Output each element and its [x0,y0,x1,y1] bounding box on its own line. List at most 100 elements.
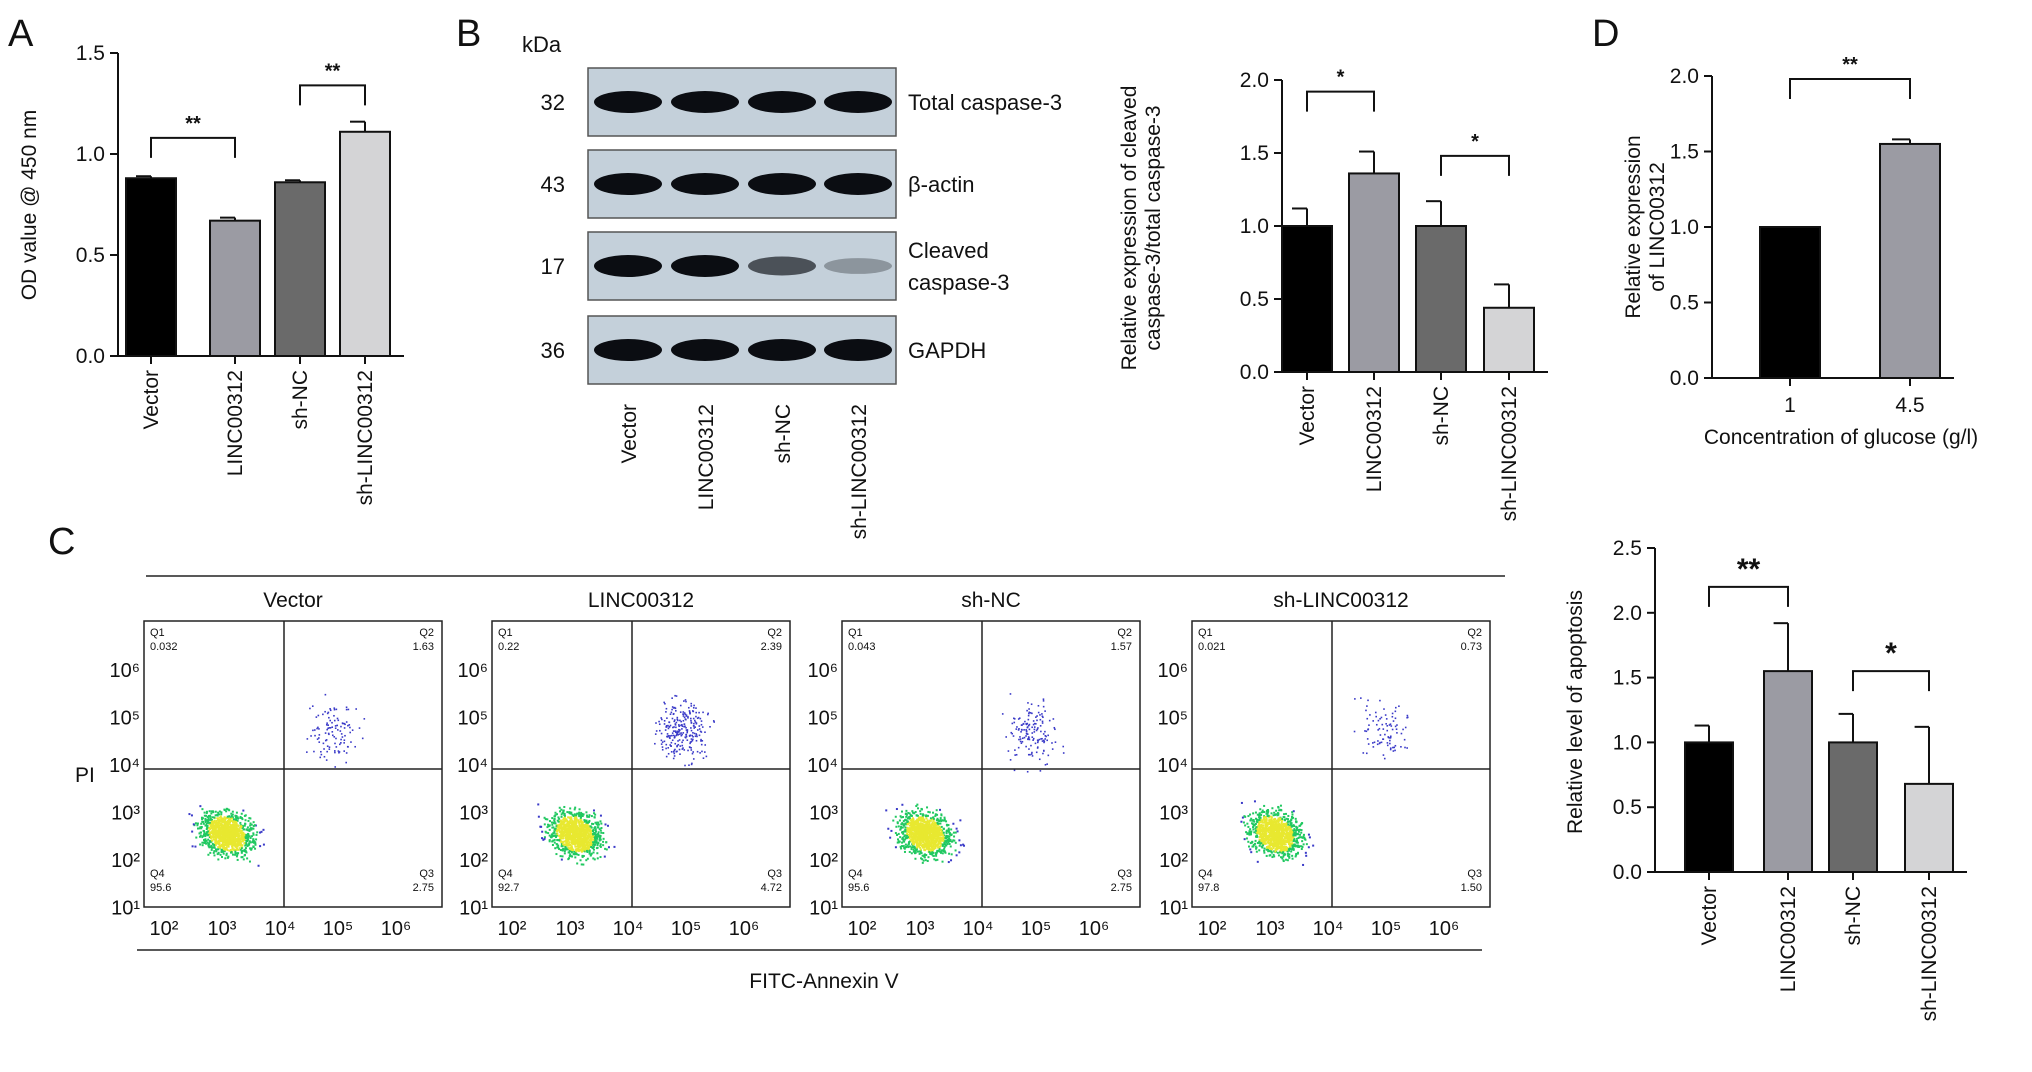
flow-dot [596,852,599,855]
flow-dot [334,766,337,768]
flow-dot [1240,801,1243,804]
flow-dot [587,829,590,832]
flow-dot [252,824,255,827]
flow-dot [938,827,941,830]
flow-dot [595,833,598,836]
flow-dot [232,826,235,829]
chart-d-ylabel: Relative expression [1622,135,1645,318]
flow-dot [604,823,607,826]
flow-dot [1033,722,1036,725]
flow-dot [692,738,694,741]
flow-dot [557,816,560,819]
flow-dot [345,708,348,711]
flow-dot [220,838,223,841]
flow-dot [1258,841,1261,844]
flow-dot [562,828,565,831]
flow-dot [919,812,922,815]
flow-dot [916,829,919,832]
flow-dot [571,822,574,825]
blot-lane-label: LINC00312 [695,404,718,510]
flow-dot [311,705,314,707]
flow-dot [340,733,343,735]
flow-dot [346,745,349,748]
flow-dot [923,831,926,834]
flow-dot [553,841,556,844]
flow-dot [248,843,251,846]
flow-dot [1281,823,1284,826]
flow-dot [224,823,227,826]
flow-dot [334,727,337,730]
blot-kda-value: 43 [541,172,565,197]
flow-dot [563,819,566,822]
flow-dot [226,835,229,838]
flow-dot [341,736,344,738]
flow-dot [910,826,913,829]
flow-dot [910,818,913,821]
flow-dot [894,846,897,849]
flow-dot [1282,839,1285,842]
flow-dot [228,834,231,837]
flow-quadrant-value: 95.6 [150,882,171,894]
flow-dot [576,843,579,846]
flow-dot [691,734,694,737]
flow-dot [1271,807,1274,810]
flow-dot [208,810,211,813]
flow-dot [574,806,577,809]
flow-dot [918,830,921,833]
flow-dot [661,748,664,751]
flow-dot [673,719,676,721]
flow-dot [686,730,689,733]
chart-b-ytick-label: 0.5 [1240,288,1269,311]
flow-plot-frame [841,620,1141,908]
flow-dot [553,831,556,834]
flow-dot [223,826,226,829]
flow-dot [347,724,349,727]
flow-dot [1263,849,1266,852]
flow-dot [244,847,247,850]
flow-dot [950,828,953,831]
blot-band [748,91,816,113]
flow-dot [918,850,921,853]
flow-dot [654,733,657,735]
flow-dot [704,744,707,746]
flow-dot [931,836,934,839]
flow-dot [941,844,944,847]
flow-dot [1025,730,1028,732]
flow-dot [1274,829,1277,832]
flow-dot [1026,722,1029,725]
flow-dot [557,828,560,831]
flow-dot [963,844,966,847]
flow-dot [319,756,322,759]
flow-dot [1270,816,1273,819]
flow-dot [1020,724,1023,726]
blot-lane-label: Vector [618,404,641,464]
flow-dot [236,853,239,856]
panel-label-b: B [456,13,481,55]
flow-dot [584,833,587,836]
flow-dot [905,809,908,812]
flow-dot [589,842,592,845]
flow-dot [570,828,573,831]
flow-dot [936,834,939,837]
flow-dot [215,836,218,839]
blot-band [594,91,662,113]
flow-dot [567,838,570,841]
flow-dot [1009,759,1012,761]
flow-dot [312,729,314,732]
flow-dot [930,842,933,845]
flow-dot [568,812,571,815]
flow-dot [945,839,948,842]
flow-dot [214,825,217,828]
flow-dot [1044,763,1047,766]
flow-dot [912,832,915,835]
blot-band [594,173,662,195]
flow-dot [689,711,691,714]
flow-dot [586,850,589,853]
flow-dot [205,812,208,815]
flow-dot [679,745,682,747]
flow-dot [1247,815,1250,818]
flow-dot [551,840,554,843]
flow-dot [582,813,585,816]
flow-dot [1040,738,1042,740]
flow-dot [220,845,223,848]
